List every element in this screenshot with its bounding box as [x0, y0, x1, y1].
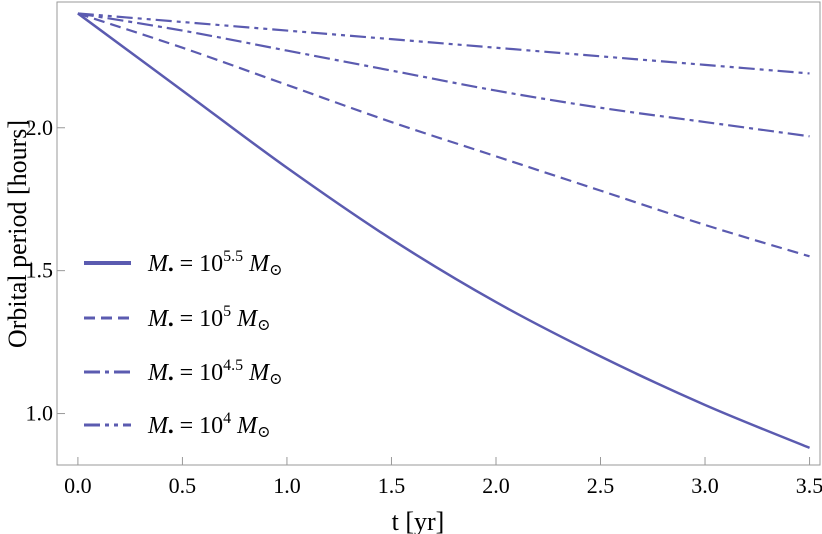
y-tick-label: 1.5	[26, 258, 54, 283]
series-lines	[77, 12, 811, 450]
x-tick-label: 1.0	[273, 473, 301, 498]
x-tick-label: 3.0	[691, 473, 719, 498]
legend-entry-3: M• = 104.5 M⊙	[147, 357, 283, 388]
x-tick-label: 0.5	[169, 473, 197, 498]
series-line-4	[77, 12, 810, 75]
y-tick-label: 1.0	[26, 401, 54, 426]
x-axis-ticks: 0.0 0.5 1.0 1.5 2.0 2.5 3.0 3.5	[64, 457, 822, 498]
x-tick-label: 3.5	[796, 473, 822, 498]
x-tick-label: 2.5	[587, 473, 615, 498]
legend-entry-1: M• = 105.5 M⊙	[147, 248, 283, 279]
plot-frame	[56, 1, 821, 466]
y-tick-label: 2.0	[26, 115, 54, 140]
y-axis-ticks: 1.0 1.5 2.0	[26, 115, 65, 426]
x-axis-label: t [yr]	[392, 507, 445, 534]
x-tick-label: 1.5	[378, 473, 406, 498]
series-line-1	[77, 12, 811, 450]
x-tick-label: 0.0	[64, 473, 92, 498]
y-axis-label: Orbital period [hours]	[3, 120, 32, 348]
legend-entry-4: M• = 104 M⊙	[147, 410, 271, 441]
legend: M• = 105.5 M⊙ M• = 105 M⊙ M• = 104.5 M⊙ M• …	[84, 248, 283, 441]
legend-entry-2: M• = 105 M⊙	[147, 303, 271, 334]
series-line-2	[77, 12, 810, 258]
x-tick-label: 2.0	[482, 473, 510, 498]
series-line-3	[77, 12, 810, 138]
